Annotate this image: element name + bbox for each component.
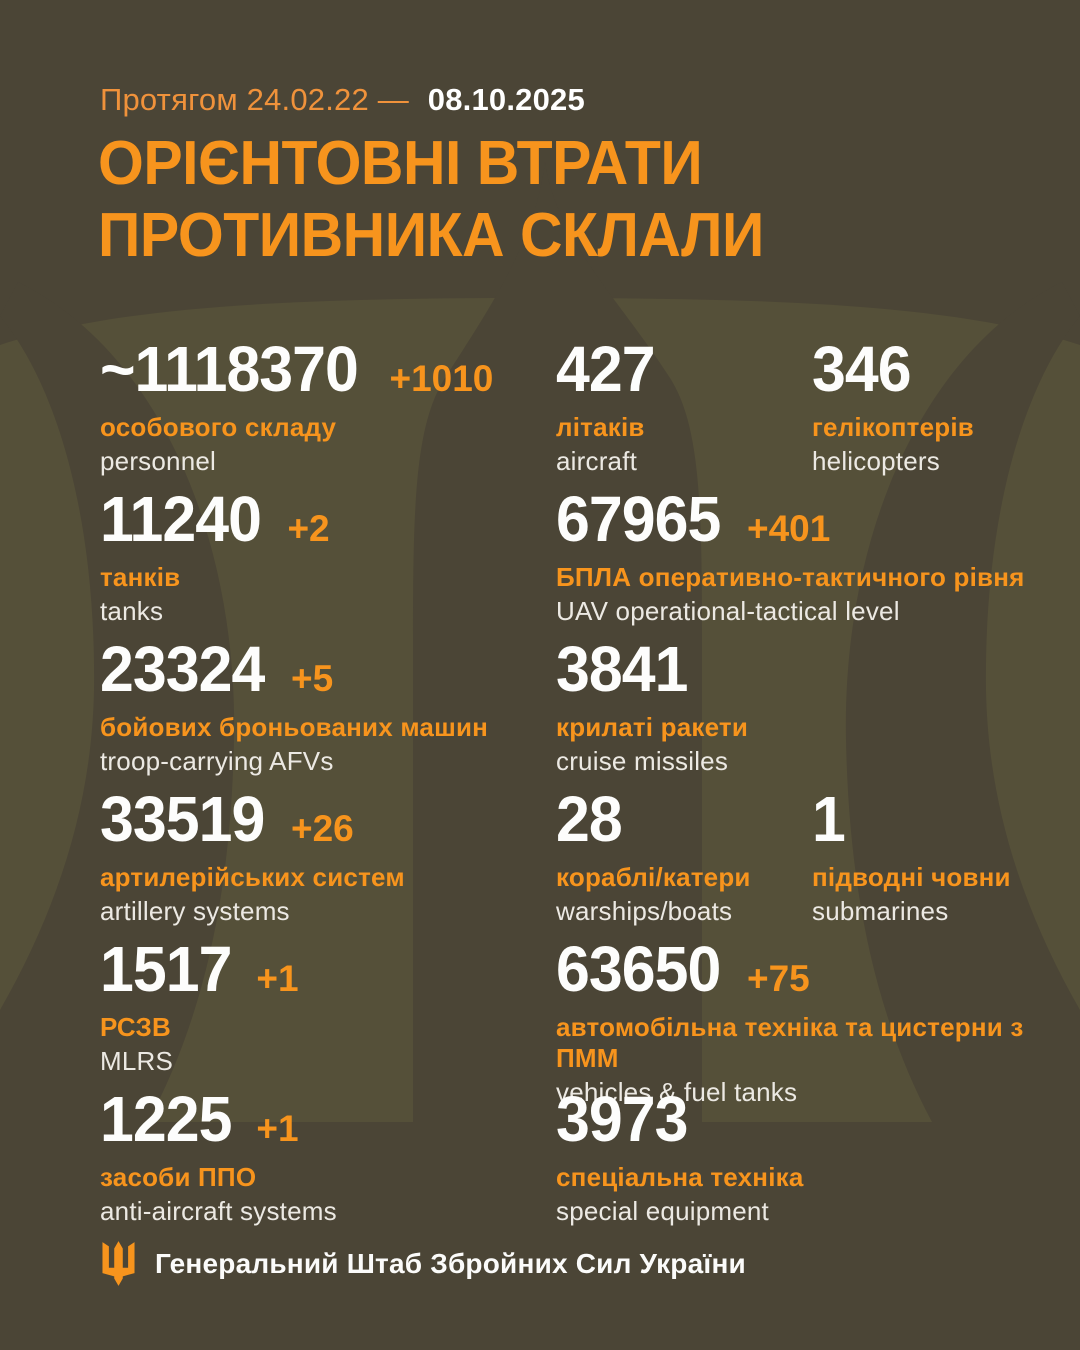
stat-label-en: special equipment — [556, 1196, 769, 1226]
stat-value: 1517 — [100, 933, 232, 1005]
stat-tanks: 11240 +2 танків tanks — [100, 487, 570, 627]
stat-vehicles: 63650 +75 автомобільна техніка та цистерн… — [556, 937, 1076, 1108]
stat-value: 1225 — [100, 1083, 232, 1155]
stat-label-en: tanks — [100, 596, 164, 626]
stat-label-ua: бойових броньованих машин — [100, 712, 489, 742]
stat-delta: +1 — [256, 1108, 299, 1149]
footer-org-name: Генеральний Штаб Збройних Сил України — [155, 1247, 746, 1279]
stat-value: 427 — [556, 333, 656, 405]
stat-delta: +401 — [746, 508, 831, 549]
stat-value: 3973 — [556, 1083, 688, 1155]
stat-value: 3841 — [556, 633, 688, 705]
stat-delta: +1010 — [389, 358, 494, 399]
stat-label-en: submarines — [812, 896, 949, 926]
stat-mlrs: 1517 +1 РСЗВ MLRS — [100, 937, 570, 1077]
stat-anti-aircraft: 1225 +1 засоби ППО anti-aircraft systems — [100, 1087, 570, 1227]
stat-label-en: artillery systems — [100, 896, 290, 926]
stat-label-ua: спеціальна техніка — [556, 1162, 804, 1192]
stat-personnel: ~1118370 +1010 особового складу personnel — [100, 337, 570, 477]
stat-value: 11240 — [100, 483, 262, 555]
stat-label-ua: крилаті ракети — [556, 712, 749, 742]
stat-label-en: cruise missiles — [556, 746, 729, 776]
stat-label-en: MLRS — [100, 1046, 174, 1076]
stat-label-en: personnel — [100, 446, 216, 476]
stat-label-ua: засоби ППО — [100, 1162, 257, 1192]
stat-special-equipment: 3973 спеціальна техніка special equipmen… — [556, 1087, 1026, 1227]
stat-label-ua: танків — [100, 562, 181, 592]
stat-afv: 23324 +5 бойових броньованих машин troop-… — [100, 637, 570, 777]
footer: Генеральний Штаб Збройних Сил України — [100, 1240, 746, 1287]
stat-warships: 28 кораблі/катери warships/boats — [556, 787, 1026, 927]
stat-delta: +2 — [287, 508, 330, 549]
stat-label-ua: автомобільна техніка та цистерни з ПММ — [556, 1012, 1024, 1073]
stat-label-en: anti-aircraft systems — [100, 1196, 337, 1226]
stat-delta: +5 — [290, 658, 334, 699]
stat-label-en: warships/boats — [556, 896, 733, 926]
stat-label-ua: особового складу — [100, 412, 337, 442]
stat-label-en: UAV operational-tactical level — [556, 596, 900, 626]
stat-artillery: 33519 +26 артилерійських систем artillery… — [100, 787, 570, 927]
stat-delta: +75 — [746, 958, 810, 999]
stat-label-ua: артилерійських систем — [100, 862, 405, 892]
stat-value: 67965 — [556, 483, 721, 555]
page-title: ОРІЄНТОВНІ ВТРАТИ ПРОТИВНИКА СКЛАЛИ — [98, 128, 764, 272]
stat-label-ua: БПЛА оперативно-тактичного рівня — [556, 562, 1025, 592]
stat-label-en: vehicles & fuel tanks — [556, 1077, 798, 1107]
stat-label-ua: підводні човни — [812, 862, 1011, 892]
stat-value: 33519 — [100, 783, 265, 855]
stat-label-ua: кораблі/катери — [556, 862, 751, 892]
stat-submarines: 1 підводні човни submarines — [812, 787, 1072, 927]
stat-value: 1 — [812, 783, 846, 855]
stat-value: ~1118370 — [100, 333, 359, 405]
stat-label-en: aircraft — [556, 446, 638, 476]
stat-label-en: helicopters — [812, 446, 940, 476]
stat-delta: +26 — [290, 808, 354, 849]
stat-label-ua: гелікоптерів — [812, 412, 974, 442]
period-line: Протягом 24.02.22 — 08.10.2025 — [100, 82, 585, 118]
trident-icon — [102, 1241, 135, 1286]
stat-delta: +1 — [256, 958, 299, 999]
report-date: 08.10.2025 — [427, 82, 585, 117]
stat-label-ua: літаків — [556, 412, 645, 442]
stat-label-ua: РСЗВ — [100, 1012, 171, 1042]
stat-value: 23324 — [100, 633, 265, 705]
stat-value: 28 — [556, 783, 623, 855]
stat-value: 346 — [812, 333, 912, 405]
stat-uav: 67965 +401 БПЛА оперативно-тактичного рів… — [556, 487, 1076, 627]
stat-helicopters: 346 гелікоптерів helicopters — [812, 337, 1072, 477]
period-prefix: Протягом 24.02.22 — — [100, 82, 409, 117]
stat-aircraft: 427 літаків aircraft — [556, 337, 1026, 477]
stat-value: 63650 — [556, 933, 721, 1005]
title-line-1: ОРІЄНТОВНІ ВТРАТИ — [98, 129, 703, 198]
stat-label-en: troop-carrying AFVs — [100, 746, 334, 776]
title-line-2: ПРОТИВНИКА СКЛАЛИ — [98, 200, 764, 270]
stat-cruise-missiles: 3841 крилаті ракети cruise missiles — [556, 637, 1026, 777]
